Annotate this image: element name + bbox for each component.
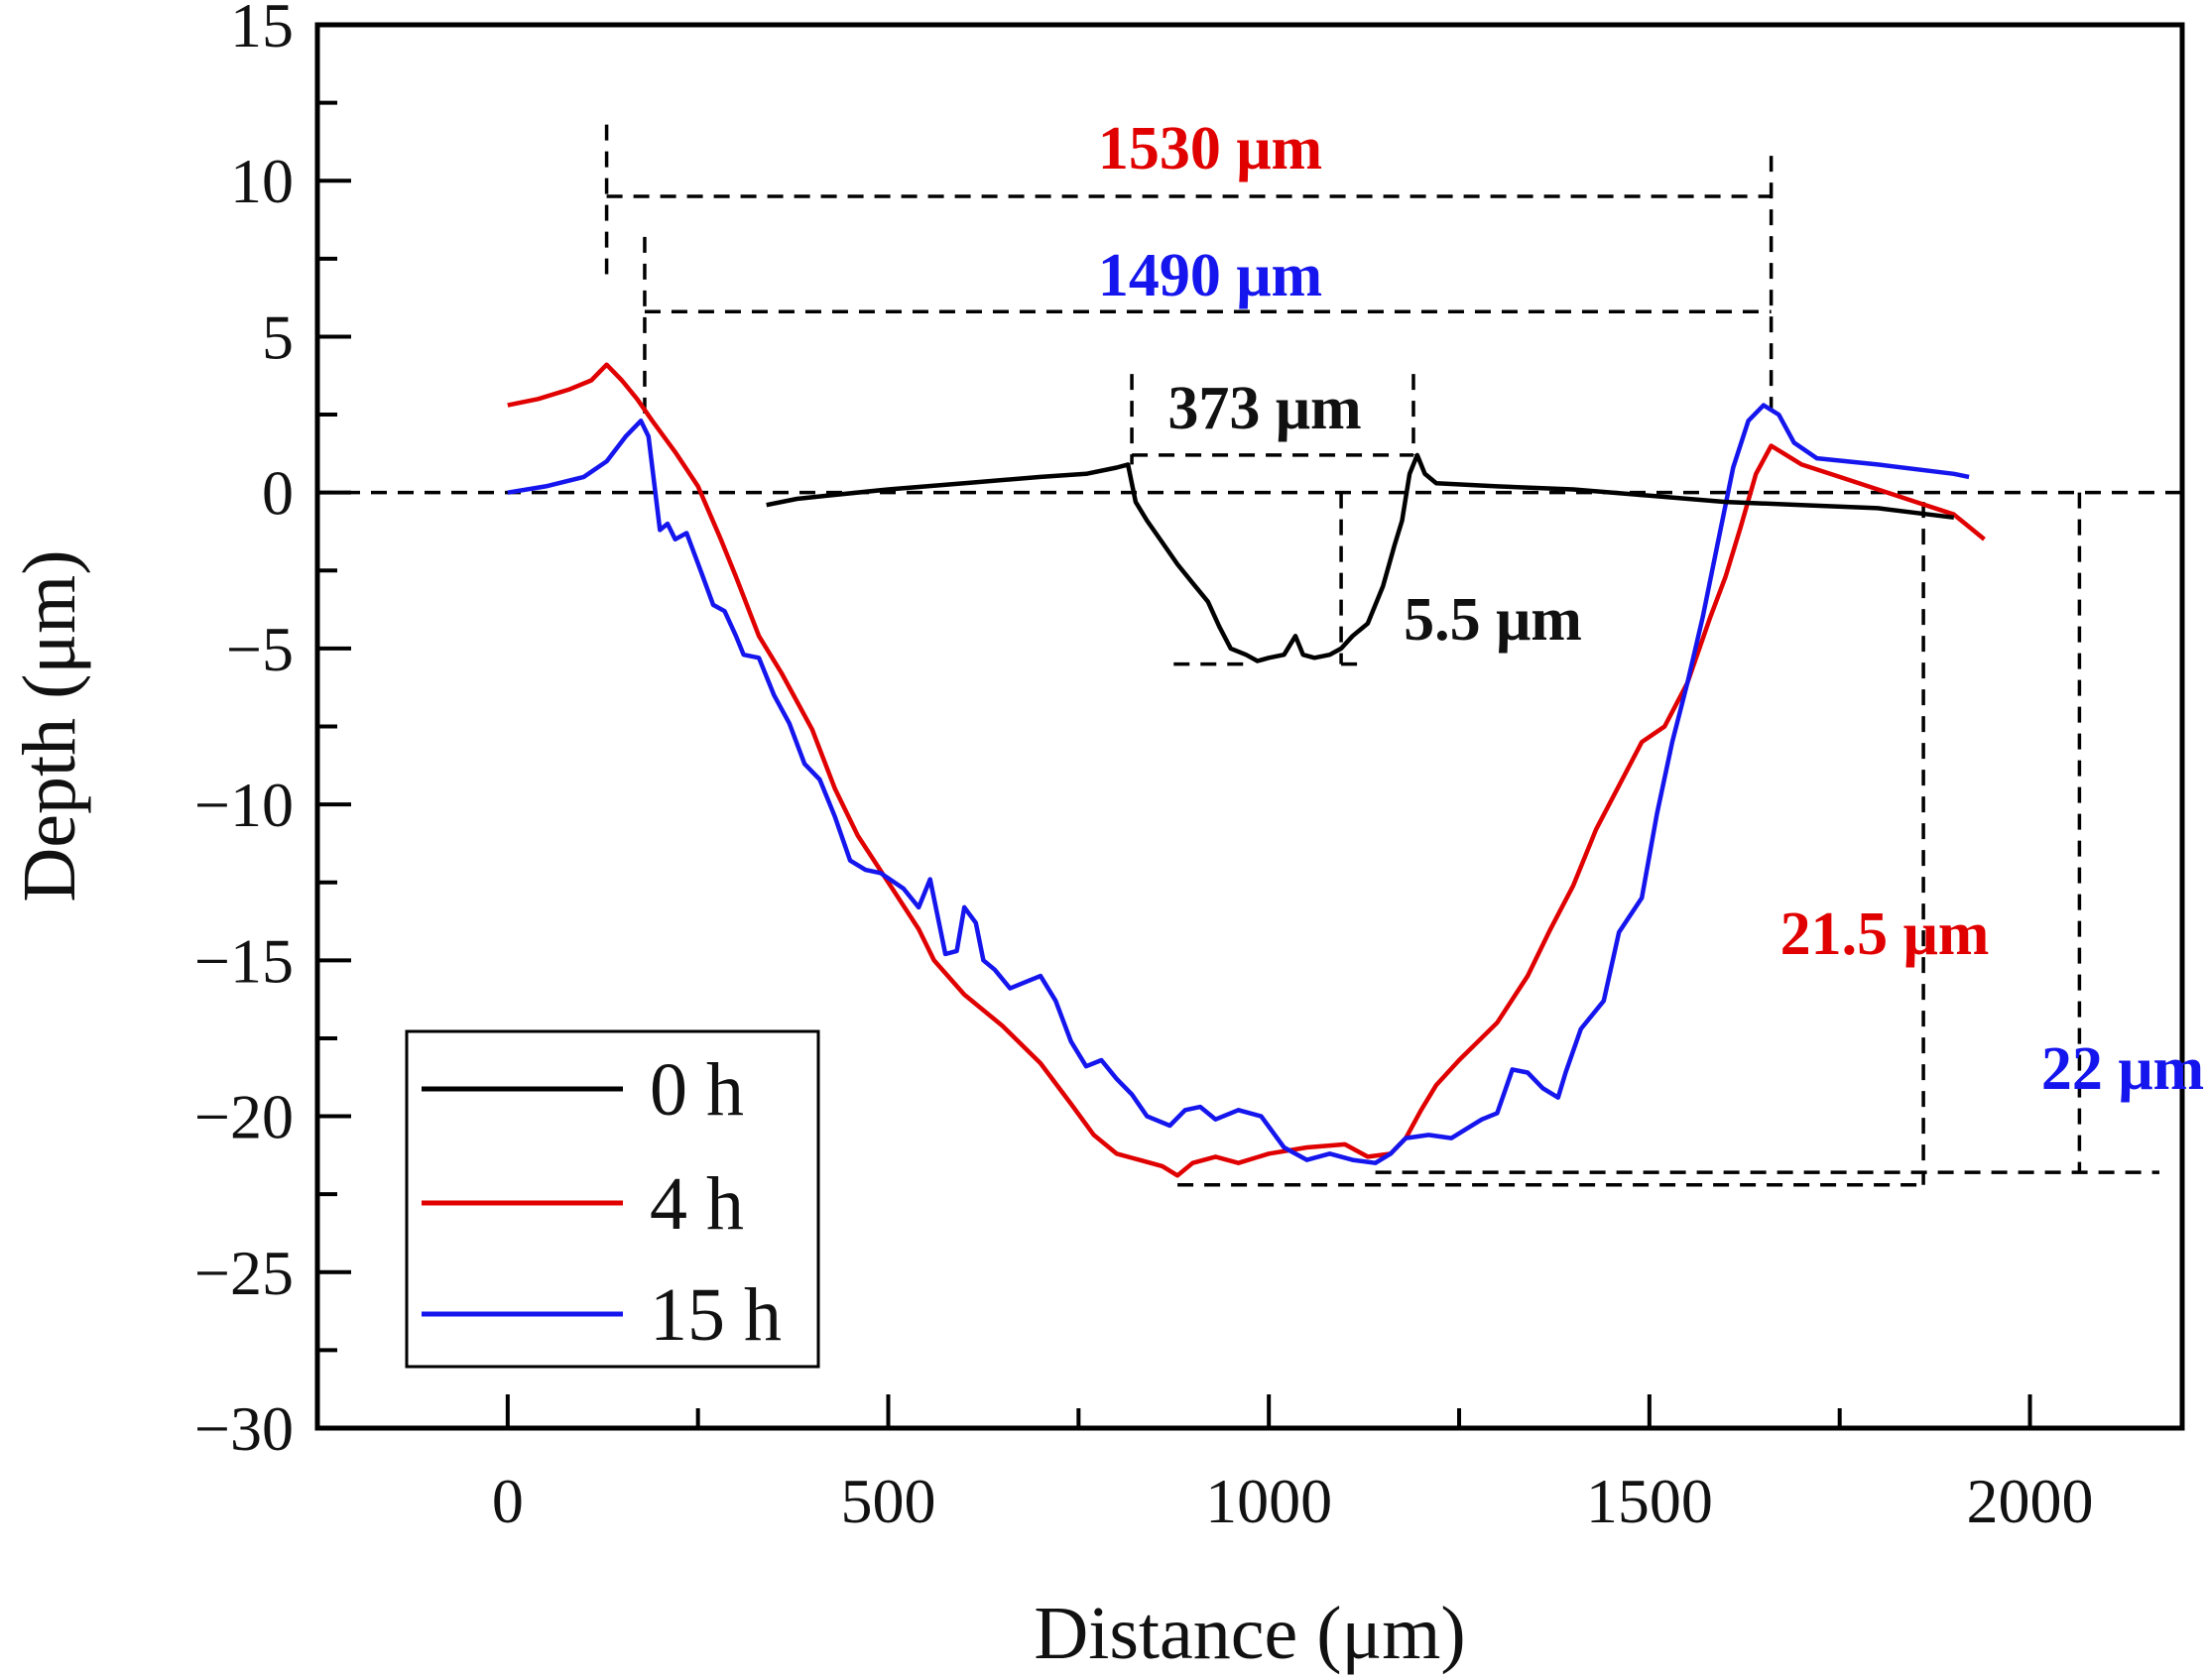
series-group <box>507 362 1986 1178</box>
annotation-373um: 373 μm <box>1167 375 1361 442</box>
tick-marks <box>315 23 2032 1430</box>
y-tick-label: −25 <box>194 1238 294 1308</box>
annotation-1490um: 1490 μm <box>1098 242 1322 309</box>
y-tick-label: 0 <box>262 458 294 529</box>
y-tick-label: −30 <box>194 1393 294 1464</box>
x-tick-label: 1500 <box>1586 1466 1713 1536</box>
y-tick-label: −5 <box>226 614 294 684</box>
x-tick-label: 2000 <box>1967 1466 2094 1536</box>
x-tick-label: 0 <box>492 1466 524 1536</box>
y-tick-label: 10 <box>230 146 294 216</box>
legend: 0 h 4 h 15 h <box>405 1029 820 1369</box>
y-tick-label: −15 <box>194 925 294 996</box>
y-tick-label: −10 <box>194 770 294 840</box>
y-tick-label: −20 <box>194 1082 294 1152</box>
y-tick-label: 15 <box>230 0 294 60</box>
annotation-21-5um: 21.5 μm <box>1780 900 1990 968</box>
series-line-15h <box>507 403 1970 1165</box>
series-line-0h <box>766 452 1955 663</box>
x-tick-label: 1000 <box>1205 1466 1332 1536</box>
annotation-22um: 22 μm <box>2041 1035 2204 1103</box>
series-line-4h <box>507 362 1986 1178</box>
y-axis-title: Depth (μm) <box>8 549 91 901</box>
annotation-1530um: 1530 μm <box>1098 115 1322 182</box>
legend-label-0h: 0 h <box>650 1048 744 1132</box>
annotations: 1530 μm 1490 μm 373 μm 5.5 μm 21.5 μm 22 μm <box>1098 115 2204 1103</box>
x-tick-label: 500 <box>841 1466 936 1536</box>
tick-labels: 0 500 1000 1500 2000 15 10 5 0 −5 −10 −15 −20 −25 −30 <box>194 0 2094 1536</box>
x-axis-title: Distance (μm) <box>1034 1592 1465 1675</box>
annotation-5-5um: 5.5 μm <box>1404 586 1582 654</box>
legend-label-15h: 15 h <box>650 1273 782 1357</box>
legend-label-4h: 4 h <box>650 1162 744 1246</box>
y-tick-label: 5 <box>262 301 294 372</box>
guide-lines <box>317 124 2182 1187</box>
